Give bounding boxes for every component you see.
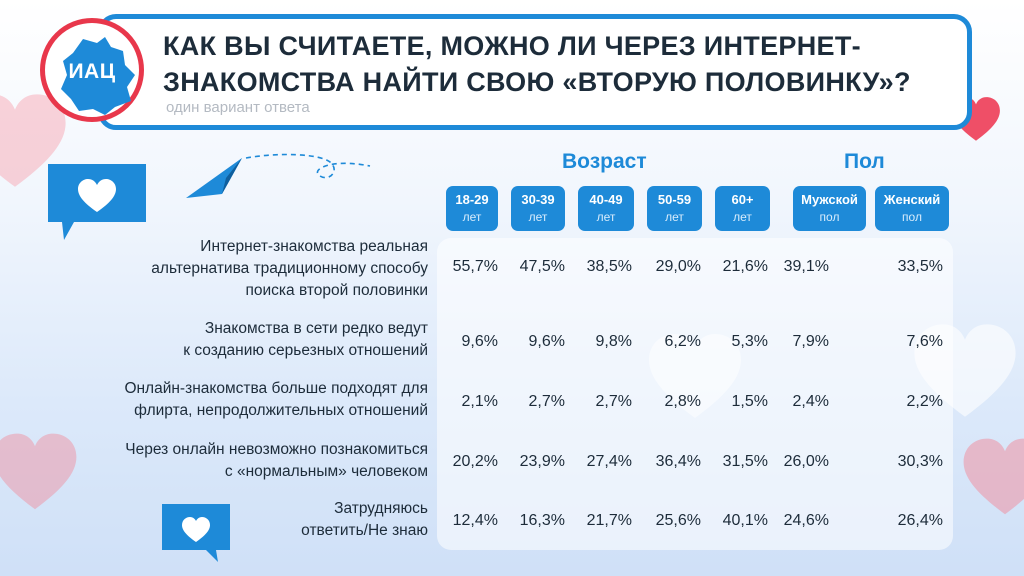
column-header-sublabel: лет: [462, 210, 482, 224]
value-cell: 20,2%: [452, 453, 498, 470]
row-label-line: к созданию серьезных отношений: [183, 342, 428, 359]
column-header-sublabel: пол: [819, 210, 840, 224]
column-header-label: 40-49: [589, 192, 623, 207]
column-header: 50-59 лет: [647, 186, 702, 231]
row-label-line: Интернет-знакомства реальная: [200, 238, 428, 255]
value-cell: 16,3%: [519, 512, 565, 529]
logo-text: ИАЦ: [68, 60, 116, 83]
column-header-label: 60+: [731, 192, 754, 207]
gender-group-header: Пол: [844, 150, 885, 173]
page-title: КАК ВЫ СЧИТАЕТЕ, МОЖНО ЛИ ЧЕРЕЗ ИНТЕРНЕТ…: [163, 28, 953, 100]
value-cell: 2,7%: [528, 393, 565, 410]
value-cell: 9,6%: [461, 333, 498, 350]
column-header-sublabel: лет: [596, 210, 616, 224]
row-label-line: с «нормальным» человеком: [224, 463, 428, 480]
column-header-sublabel: пол: [902, 210, 922, 224]
column-header: 40-49 лет: [578, 186, 634, 231]
value-cell: 21,6%: [722, 258, 768, 275]
value-cell: 26,0%: [783, 453, 829, 470]
value-cell: 30,3%: [897, 453, 943, 470]
value-cell: 1,5%: [731, 393, 768, 410]
value-cell: 27,4%: [586, 453, 632, 470]
title-line: КАК ВЫ СЧИТАЕТЕ, МОЖНО ЛИ ЧЕРЕЗ ИНТЕРНЕТ…: [163, 31, 861, 61]
row-label-line: поиска второй половинки: [245, 282, 428, 299]
title-frame: [98, 14, 972, 130]
row-label-line: Знакомства в сети редко ведут: [204, 320, 428, 337]
column-header: Мужской пол: [793, 186, 866, 231]
value-cell: 2,1%: [461, 393, 498, 410]
paper-plane-icon: [186, 153, 371, 198]
value-cell: 2,2%: [906, 393, 943, 410]
row-label: Знакомства в сети редко ведут к созданию…: [183, 318, 428, 362]
value-cell: 7,6%: [906, 333, 943, 350]
value-cell: 40,1%: [722, 512, 768, 529]
value-cell: 5,3%: [731, 333, 768, 350]
row-label: Онлайн-знакомства больше подходят для фл…: [124, 378, 428, 422]
column-header-label: 30-39: [521, 192, 555, 207]
column-header-sublabel: лет: [733, 210, 752, 224]
value-cell: 2,4%: [792, 393, 829, 410]
value-cell: 7,9%: [792, 333, 829, 350]
column-header-label: Женский: [883, 192, 941, 207]
column-header-sublabel: лет: [528, 210, 548, 224]
value-cell: 6,2%: [664, 333, 701, 350]
column-header: 30-39 лет: [511, 186, 565, 231]
column-header-label: 50-59: [657, 192, 692, 207]
value-cell: 9,8%: [595, 333, 632, 350]
column-header-label: 18-29: [455, 192, 489, 207]
heart-decoration-icon: [0, 433, 77, 510]
row-label-line: Затрудняюсь: [334, 500, 428, 517]
value-cell: 26,4%: [897, 512, 943, 529]
chat-bubble-heart-icon: [162, 504, 230, 562]
row-label-line: ответить/Не знаю: [301, 522, 428, 539]
value-cell: 36,4%: [655, 453, 701, 470]
value-cell: 21,7%: [586, 512, 632, 529]
row-label-line: Через онлайн невозможно познакомиться: [125, 441, 428, 458]
row-label: Интернет-знакомства реальная альтернатив…: [151, 236, 428, 302]
column-header: Женский пол: [875, 186, 949, 231]
value-cell: 38,5%: [586, 258, 632, 275]
column-header: 60+ лет: [715, 186, 770, 231]
subtitle: один вариант ответа: [166, 99, 310, 116]
value-cell: 24,6%: [783, 512, 829, 529]
value-cell: 29,0%: [655, 258, 701, 275]
value-cell: 23,9%: [519, 453, 565, 470]
column-header: 18-29 лет: [446, 186, 498, 231]
value-cell: 9,6%: [528, 333, 565, 350]
logo: ИАЦ: [40, 18, 144, 122]
region-map-icon: [61, 37, 135, 115]
value-cell: 25,6%: [655, 512, 701, 529]
table-panel: [437, 238, 953, 550]
value-cell: 31,5%: [722, 453, 768, 470]
heart-decoration-icon: [0, 94, 66, 187]
value-cell: 12,4%: [452, 512, 498, 529]
value-cell: 2,8%: [664, 393, 701, 410]
age-group-header: Возраст: [562, 150, 647, 173]
chat-bubble-heart-icon: [48, 164, 146, 240]
row-label: Через онлайн невозможно познакомиться с …: [125, 439, 428, 483]
value-cell: 47,5%: [519, 258, 565, 275]
title-line: ЗНАКОМСТВА НАЙТИ СВОЮ «ВТОРУЮ ПОЛОВИНКУ»…: [163, 67, 911, 97]
column-header-sublabel: лет: [665, 210, 684, 224]
value-cell: 33,5%: [897, 258, 943, 275]
value-cell: 39,1%: [783, 258, 829, 275]
value-cell: 55,7%: [452, 258, 498, 275]
row-label-line: альтернатива традиционному способу: [151, 260, 428, 277]
row-label: Затрудняюсь ответить/Не знаю: [301, 498, 428, 542]
row-label-line: флирта, непродолжительных отношений: [134, 402, 428, 419]
column-header-label: Мужской: [801, 192, 858, 207]
value-cell: 2,7%: [595, 393, 632, 410]
heart-decoration-icon: [963, 438, 1024, 515]
row-label-line: Онлайн-знакомства больше подходят для: [124, 380, 428, 397]
